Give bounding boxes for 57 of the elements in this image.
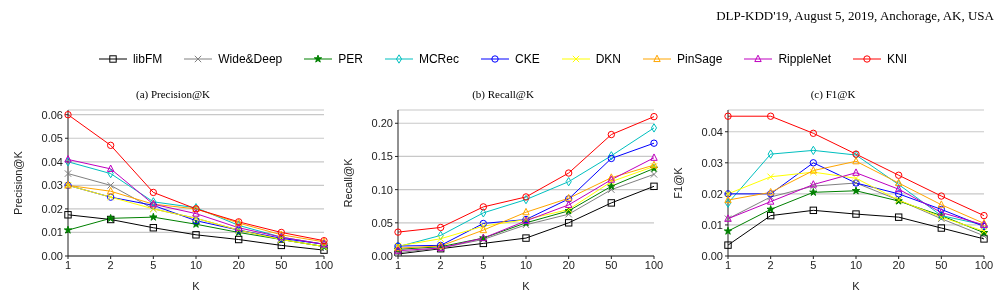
legend-label: KNI bbox=[887, 52, 908, 66]
x-tick-label: 20 bbox=[892, 258, 905, 271]
x-tick-label: 5 bbox=[480, 258, 487, 271]
text: DLP-KDD'19, August 5, 2019, Anchorage, AK, USA bbox=[716, 8, 994, 23]
x-tick-label: 10 bbox=[849, 258, 863, 271]
y-tick-label: 0.00 bbox=[371, 249, 393, 262]
x-tick-label: 1 bbox=[394, 258, 402, 271]
x-tick-label: 5 bbox=[810, 258, 817, 271]
y-tick-label: 0.02 bbox=[701, 187, 723, 200]
x-tick-label: 5 bbox=[150, 258, 157, 271]
x-tick-label: 10 bbox=[519, 258, 533, 271]
chart-title: (b) Recall@K bbox=[472, 88, 534, 102]
x-axis-title: K bbox=[852, 280, 861, 292]
y-axis-title: Recall@K bbox=[341, 157, 354, 208]
legend-label: PinSage bbox=[677, 52, 723, 66]
legend-label: MCRec bbox=[418, 52, 459, 66]
y-tick-label: 0.00 bbox=[701, 249, 723, 262]
x-tick-label: 100 bbox=[314, 258, 334, 271]
legend-label: libFM bbox=[132, 52, 163, 66]
legend-label: Wide&Deep bbox=[218, 52, 283, 66]
x-tick-label: 10 bbox=[189, 258, 203, 271]
y-tick-label: 0.05 bbox=[371, 216, 393, 229]
chart-title: (a) Precision@K bbox=[136, 88, 210, 102]
legend-label: DKN bbox=[595, 52, 621, 66]
x-tick-label: 2 bbox=[767, 258, 774, 271]
y-tick-label: 0.01 bbox=[701, 218, 723, 231]
y-tick-label: 0.04 bbox=[41, 155, 63, 168]
y-axis-title: F1@K bbox=[671, 166, 684, 199]
y-tick-label: 0.05 bbox=[41, 132, 63, 145]
y-tick-label: 0.15 bbox=[371, 150, 393, 163]
y-tick-label: 0.03 bbox=[41, 179, 63, 192]
y-tick-label: 0.06 bbox=[41, 108, 63, 121]
x-tick-label: 100 bbox=[644, 258, 664, 271]
y-tick-label: 0.01 bbox=[41, 226, 63, 239]
legend-label: PER bbox=[338, 52, 363, 66]
legend-label: RippleNet bbox=[778, 52, 832, 66]
x-tick-label: 20 bbox=[562, 258, 575, 271]
x-tick-label: 50 bbox=[605, 258, 618, 271]
x-axis-title: K bbox=[522, 280, 531, 292]
chart-title: (c) F1@K bbox=[810, 88, 856, 102]
legend-label: CKE bbox=[514, 52, 540, 66]
x-axis-title: K bbox=[192, 280, 201, 292]
y-tick-label: 0.00 bbox=[41, 249, 63, 262]
y-tick-label: 0.04 bbox=[701, 125, 723, 138]
x-tick-label: 1 bbox=[64, 258, 72, 271]
y-tick-label: 0.03 bbox=[701, 156, 723, 169]
y-tick-label: 0.10 bbox=[371, 183, 393, 196]
x-tick-label: 50 bbox=[935, 258, 948, 271]
x-tick-label: 100 bbox=[974, 258, 994, 271]
y-axis-title: Precision@K bbox=[11, 150, 24, 215]
x-tick-label: 1 bbox=[724, 258, 732, 271]
y-tick-label: 0.20 bbox=[371, 117, 393, 130]
y-tick-label: 0.02 bbox=[41, 202, 63, 215]
x-tick-label: 2 bbox=[437, 258, 444, 271]
x-tick-label: 2 bbox=[107, 258, 114, 271]
x-tick-label: 20 bbox=[232, 258, 245, 271]
x-tick-label: 50 bbox=[275, 258, 288, 271]
